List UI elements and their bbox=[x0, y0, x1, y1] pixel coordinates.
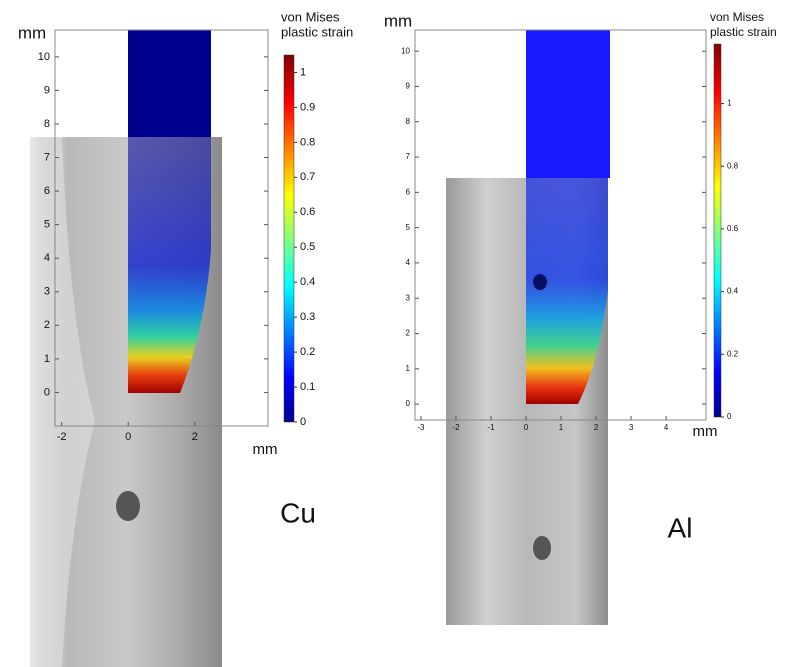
y-tick-label: 9 bbox=[406, 82, 411, 91]
colorbar-tick-label: 0.1 bbox=[300, 381, 315, 393]
y-tick-label: 5 bbox=[406, 223, 411, 232]
colorbar-tick-label: 0.6 bbox=[727, 224, 739, 233]
y-tick-label: 1 bbox=[406, 364, 411, 373]
x-axis-label: mm bbox=[693, 423, 718, 440]
x-tick-label: 0 bbox=[125, 431, 131, 443]
y-tick-label: 10 bbox=[401, 46, 410, 55]
y-tick-label: 8 bbox=[44, 118, 50, 130]
colorbar-tick-label: 0.9 bbox=[300, 101, 315, 113]
y-axis-label: mm bbox=[18, 23, 46, 42]
colorbar-tick-label: 0 bbox=[300, 416, 306, 428]
colorbar bbox=[284, 55, 294, 422]
y-tick-label: 7 bbox=[406, 152, 411, 161]
y-tick-label: 5 bbox=[44, 219, 50, 231]
specimen-image bbox=[446, 30, 610, 625]
y-tick-label: 4 bbox=[406, 258, 411, 267]
colorbar-label: von Mises bbox=[281, 9, 340, 24]
x-tick-label: -2 bbox=[452, 423, 460, 432]
y-tick-label: 1 bbox=[44, 353, 50, 365]
colorbar-tick-label: 0.5 bbox=[300, 241, 315, 253]
colorbar-tick-label: 0.2 bbox=[300, 346, 315, 358]
y-tick-label: 10 bbox=[38, 51, 50, 63]
y-tick-label: 3 bbox=[44, 286, 50, 298]
x-tick-label: 1 bbox=[559, 423, 564, 432]
y-tick-label: 3 bbox=[406, 293, 411, 302]
x-tick-label: 0 bbox=[524, 423, 529, 432]
y-tick-label: 0 bbox=[44, 386, 50, 398]
y-tick-label: 6 bbox=[44, 185, 50, 197]
x-tick-label: -2 bbox=[57, 431, 67, 443]
colorbar-tick-label: 1 bbox=[300, 66, 306, 78]
colorbar-tick-label: 0.8 bbox=[727, 161, 739, 170]
colorbar-tick-label: 0 bbox=[727, 412, 732, 421]
x-axis-label: mm bbox=[253, 441, 278, 458]
figure: -20201234567891000.10.20.30.40.50.60.70.… bbox=[0, 0, 791, 667]
x-tick-label: 2 bbox=[192, 431, 198, 443]
colorbar bbox=[714, 44, 721, 417]
colorbar-tick-label: 0.6 bbox=[300, 206, 315, 218]
y-tick-label: 2 bbox=[406, 329, 411, 338]
y-tick-label: 2 bbox=[44, 319, 50, 331]
colorbar-tick-label: 0.8 bbox=[300, 136, 315, 148]
colorbar-tick-label: 0.7 bbox=[300, 171, 315, 183]
x-tick-label: 3 bbox=[629, 423, 634, 432]
y-tick-label: 4 bbox=[44, 252, 50, 264]
colorbar-label: plastic strain bbox=[281, 24, 353, 39]
y-tick-label: 8 bbox=[406, 117, 411, 126]
y-tick-label: 7 bbox=[44, 151, 50, 163]
y-tick-label: 6 bbox=[406, 187, 411, 196]
colorbar-label: von Mises bbox=[710, 10, 764, 24]
x-tick-label: 4 bbox=[664, 423, 669, 432]
colorbar-tick-label: 0.3 bbox=[300, 311, 315, 323]
annotation: Al bbox=[668, 512, 693, 543]
colorbar-tick-label: 0.4 bbox=[300, 276, 315, 288]
colorbar-label: plastic strain bbox=[710, 25, 777, 39]
x-tick-label: 2 bbox=[594, 423, 599, 432]
annotation: Cu bbox=[280, 497, 316, 528]
colorbar-tick-label: 0.4 bbox=[727, 287, 739, 296]
colorbar-tick-label: 0.2 bbox=[727, 349, 739, 358]
x-tick-label: -3 bbox=[417, 423, 425, 432]
specimen-image bbox=[30, 30, 222, 667]
x-tick-label: -1 bbox=[487, 423, 495, 432]
colorbar-tick-label: 1 bbox=[727, 99, 732, 108]
y-tick-label: 0 bbox=[406, 399, 411, 408]
y-tick-label: 9 bbox=[44, 84, 50, 96]
y-axis-label: mm bbox=[384, 11, 412, 30]
